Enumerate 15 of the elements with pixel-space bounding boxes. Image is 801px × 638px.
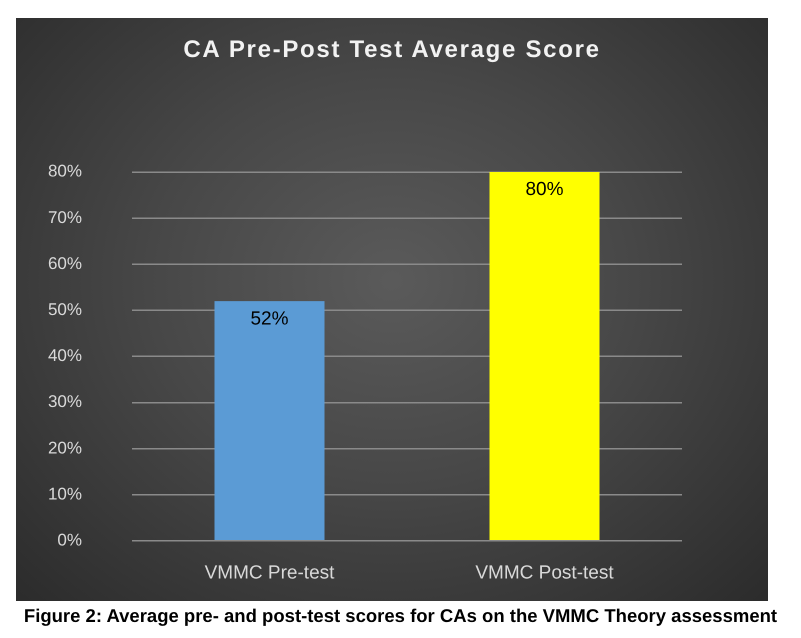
y-tick-label: 40% <box>48 346 82 366</box>
caption: Figure 2: Average pre- and post-test scores for CAs on the VMMC Theory assessment <box>24 605 778 627</box>
y-tick-label: 30% <box>48 392 82 412</box>
chart-title: CA Pre-Post Test Average Score <box>183 35 601 65</box>
y-tick-label: 50% <box>48 300 82 319</box>
y-tick-label: 0% <box>57 530 82 550</box>
data-label: 80% <box>525 179 564 200</box>
y-tick-label: 70% <box>48 208 82 227</box>
data-label: 52% <box>250 308 289 330</box>
y-tick-label: 60% <box>48 254 82 273</box>
x-tick-label: VMMC Pre-test <box>204 562 336 584</box>
x-tick-label: VMMC Post-test <box>475 562 614 584</box>
y-tick-label: 80% <box>48 162 82 181</box>
y-tick-label: 20% <box>48 438 82 458</box>
y-tick-label: 10% <box>48 484 82 504</box>
